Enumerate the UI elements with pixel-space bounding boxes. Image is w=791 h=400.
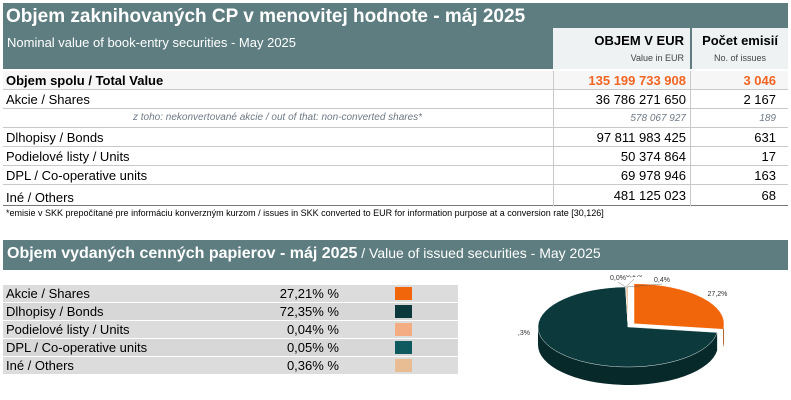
row-value: 578 067 927	[553, 109, 690, 128]
book-entry-panel: Objem zaknihovaných CP v menovitej hodno…	[3, 3, 788, 221]
footnote: *emisie v SKK prepočítané pre informáciu…	[6, 208, 604, 218]
share-percent: 0,36% %	[286, 358, 339, 373]
pie-slice-side	[538, 327, 718, 385]
panel-title: Objem vydaných cenných papierov - máj 20…	[7, 245, 601, 263]
table-row: Iné / Others 481 125 023 68	[3, 185, 788, 206]
row-label: z toho: nekonvertované akcie / out of th…	[133, 112, 423, 123]
row-label: Iné / Others	[6, 190, 74, 205]
panel-title-rest: / Value of issued securities - May 2025	[357, 245, 601, 261]
row-count: 3 046	[690, 71, 788, 90]
share-list: Akcie / Shares 27,21% % Dlhopisy / Bonds…	[3, 285, 458, 375]
row-label: Podielové listy / Units	[6, 149, 130, 164]
row-count: 189	[690, 109, 788, 128]
share-label: DPL / Co-operative units	[6, 340, 148, 355]
column-header-count: Počet emisií No. of issues	[692, 28, 788, 69]
row-value: 135 199 733 908	[553, 71, 690, 90]
share-percent: 27,21% %	[279, 286, 339, 301]
row-value: 36 786 271 650	[553, 90, 690, 109]
table-row: DPL / Co-operative units 69 978 946 163	[3, 166, 788, 185]
row-label: Akcie / Shares	[6, 92, 90, 107]
column-header-count-sub: No. of issues	[713, 53, 767, 63]
row-value: 50 374 864	[553, 147, 690, 166]
share-percent: 0,05% %	[286, 340, 339, 355]
legend-swatch	[395, 341, 412, 354]
table-row: Podielové listy / Units 50 374 864 17	[3, 147, 788, 166]
panel-header: Objem vydaných cenných papierov - máj 20…	[3, 240, 788, 270]
list-item: Akcie / Shares 27,21% %	[3, 285, 458, 303]
pie-slice	[633, 283, 725, 330]
pie-data-label: 72,3%	[518, 330, 530, 337]
row-count: 631	[690, 128, 788, 147]
table-row-total: Objem spolu / Total Value 135 199 733 90…	[3, 71, 788, 90]
list-item: Dlhopisy / Bonds 72,35% %	[3, 303, 458, 321]
pie-leader-line	[626, 283, 663, 288]
list-item: Iné / Others 0,36% %	[3, 357, 458, 375]
row-count: 17	[690, 147, 788, 166]
pie-data-label: 0,4%	[654, 277, 670, 284]
share-percent: 72,35% %	[279, 304, 339, 319]
pie-chart: 27,2% 72,3% 0,0%0,1% 0,4%	[518, 275, 728, 385]
pie-slice-side	[723, 323, 725, 348]
pie-data-label: 0,1%	[626, 275, 642, 279]
panel-title-main: Objem vydaných cenných papierov - máj 20…	[7, 245, 358, 262]
list-item: Podielové listy / Units 0,04% %	[3, 321, 458, 339]
panel-title: Objem zaknihovaných CP v menovitej hodno…	[6, 6, 526, 27]
pie-data-label: 0,0%	[610, 275, 626, 282]
row-label: DPL / Co-operative units	[6, 168, 148, 183]
row-count: 2 167	[690, 90, 788, 109]
share-label: Akcie / Shares	[6, 286, 90, 301]
row-value: 481 125 023	[553, 185, 690, 206]
row-label: Dlhopisy / Bonds	[6, 130, 104, 145]
table-row: Dlhopisy / Bonds 97 811 983 425 631	[3, 128, 788, 147]
share-label: Dlhopisy / Bonds	[6, 304, 104, 319]
row-value: 97 811 983 425	[553, 128, 690, 147]
table-row: Akcie / Shares 36 786 271 650 2 167	[3, 90, 788, 109]
share-percent: 0,04% %	[286, 322, 339, 337]
panel-header: Objem zaknihovaných CP v menovitej hodno…	[3, 3, 788, 69]
list-item: DPL / Co-operative units 0,05% %	[3, 339, 458, 357]
row-count: 163	[690, 166, 788, 185]
share-label: Podielové listy / Units	[6, 322, 130, 337]
pie-leader-line	[617, 281, 626, 288]
row-count: 68	[690, 185, 788, 206]
issued-securities-panel: Objem vydaných cenných papierov - máj 20…	[3, 240, 788, 397]
legend-swatch	[395, 287, 412, 300]
legend-swatch	[395, 323, 412, 336]
column-header-value-title: OBJEM V EUR	[594, 33, 684, 48]
pie-slice	[537, 286, 718, 368]
legend-swatch	[395, 305, 412, 318]
column-header-value: OBJEM V EUR Value in EUR	[553, 28, 690, 69]
share-label: Iné / Others	[6, 358, 74, 373]
row-label: Objem spolu / Total Value	[6, 73, 164, 88]
pie-data-label: 27,2%	[708, 291, 728, 298]
pie-leader-line	[625, 278, 635, 288]
securities-table: Objem spolu / Total Value 135 199 733 90…	[3, 71, 788, 206]
legend-swatch	[395, 359, 412, 372]
row-value: 69 978 946	[553, 166, 690, 185]
table-row-subitem: z toho: nekonvertované akcie / out of th…	[3, 109, 788, 128]
column-header-value-sub: Value in EUR	[630, 53, 684, 63]
panel-subtitle: Nominal value of book-entry securities -…	[7, 35, 297, 50]
column-header-count-title: Počet emisií	[702, 33, 778, 48]
